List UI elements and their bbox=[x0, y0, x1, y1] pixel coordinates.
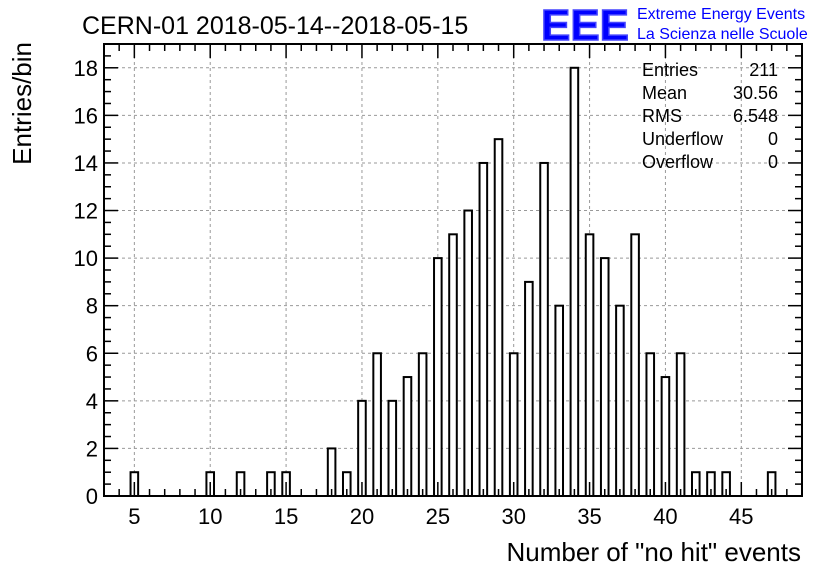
histogram-bar bbox=[539, 161, 549, 498]
histogram-bar bbox=[599, 257, 610, 497]
histogram-bar bbox=[569, 66, 580, 498]
histogram-bar bbox=[357, 399, 367, 497]
y-tick-label: 6 bbox=[86, 341, 98, 366]
y-tick-label: 16 bbox=[74, 103, 98, 128]
x-tick-label: 45 bbox=[729, 504, 753, 529]
x-tick-label: 5 bbox=[128, 504, 140, 529]
logo-line-1: Extreme Energy Events bbox=[637, 6, 805, 23]
stats-value-mean: 30.56 bbox=[733, 83, 778, 103]
logo-line-2: La Scienza nelle Scuole bbox=[637, 26, 808, 43]
stats-label-rms: RMS bbox=[642, 106, 682, 126]
x-tick-label: 15 bbox=[274, 504, 298, 529]
x-tick-label: 10 bbox=[198, 504, 222, 529]
histogram-bar bbox=[630, 233, 640, 497]
logo-letters: EEE bbox=[541, 1, 629, 50]
histogram-bar bbox=[402, 376, 413, 498]
x-tick-label: 25 bbox=[426, 504, 450, 529]
x-tick-label: 20 bbox=[350, 504, 374, 529]
stats-label-underflow: Underflow bbox=[642, 129, 724, 149]
stats-value-overflow: 0 bbox=[768, 152, 778, 172]
chart-title: CERN-01 2018-05-14--2018-05-15 bbox=[82, 12, 468, 40]
histogram-bar bbox=[387, 399, 398, 497]
x-tick-label: 30 bbox=[501, 504, 525, 529]
histogram-bar bbox=[372, 352, 382, 497]
y-tick-label: 0 bbox=[86, 484, 98, 509]
stats-box: Entries 211 Mean 30.56 RMS 6.548 Underfl… bbox=[642, 60, 778, 172]
histogram-bar bbox=[524, 280, 534, 498]
y-tick-label: 4 bbox=[86, 389, 98, 414]
stats-value-rms: 6.548 bbox=[733, 106, 778, 126]
stats-label-entries: Entries bbox=[642, 60, 698, 80]
histogram-bar bbox=[493, 138, 504, 497]
histogram-bar bbox=[584, 233, 595, 497]
histogram-bar bbox=[508, 352, 519, 497]
y-tick-label: 12 bbox=[74, 199, 98, 224]
histogram-bar bbox=[675, 352, 686, 497]
histogram-bar bbox=[478, 161, 489, 498]
x-tick-label: 40 bbox=[653, 504, 677, 529]
y-axis-title: Entries/bin bbox=[7, 42, 37, 165]
histogram-bar bbox=[463, 209, 473, 498]
histogram-bar bbox=[448, 233, 458, 497]
y-tick-label: 8 bbox=[86, 294, 98, 319]
y-tick-label: 18 bbox=[74, 56, 98, 81]
tick-labels: 5 10 15 20 25 30 35 40 45 0 2 4 6 8 10 12 14 16 18 bbox=[74, 56, 754, 529]
y-tick-label: 2 bbox=[86, 436, 98, 461]
stats-value-underflow: 0 bbox=[768, 129, 778, 149]
y-tick-label: 14 bbox=[74, 151, 98, 176]
histogram-bar bbox=[660, 376, 671, 498]
stats-label-mean: Mean bbox=[642, 83, 687, 103]
histogram-bar bbox=[645, 352, 656, 497]
eee-logo: EEE Extreme Energy Events La Scienza nel… bbox=[540, 0, 808, 51]
stats-label-overflow: Overflow bbox=[642, 152, 714, 172]
x-axis-title: Number of "no hit" events bbox=[507, 537, 802, 567]
x-tick-label: 35 bbox=[577, 504, 601, 529]
histogram-bar bbox=[554, 304, 565, 497]
histogram-bar bbox=[433, 257, 443, 497]
histogram-bar bbox=[326, 447, 337, 497]
axis-ticks bbox=[103, 43, 803, 497]
stats-value-entries: 211 bbox=[749, 60, 778, 80]
histogram-bar bbox=[615, 304, 625, 497]
y-tick-label: 10 bbox=[74, 246, 98, 271]
histogram-bar bbox=[417, 352, 428, 497]
